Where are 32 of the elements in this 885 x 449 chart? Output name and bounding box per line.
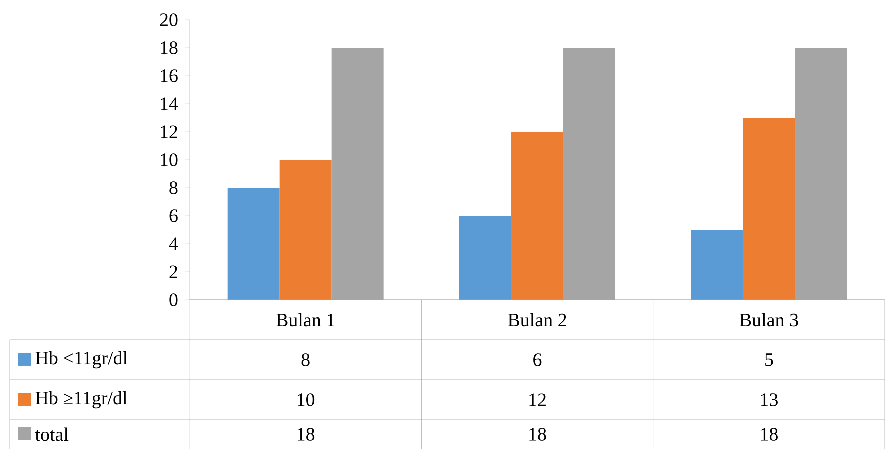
y-tick-label: 0 xyxy=(170,294,178,306)
data-label: 18 xyxy=(530,428,546,441)
x-tick-label: Bulan 3 xyxy=(740,313,798,327)
y-tick-label: 16 xyxy=(161,70,178,82)
y-tick-label: 6 xyxy=(170,210,178,222)
y-tick-label: 20 xyxy=(160,14,178,26)
legend-label: total xyxy=(35,428,69,442)
y-tick-label: 2 xyxy=(170,266,178,278)
y-tick-label: 4 xyxy=(169,238,178,250)
data-label: 12 xyxy=(530,394,546,406)
data-label: 13 xyxy=(761,394,778,406)
bar xyxy=(460,216,512,300)
data-label: 6 xyxy=(534,354,542,366)
legend-label: Hb ≥11gr/dl xyxy=(36,391,128,409)
y-tick-label: 8 xyxy=(170,182,178,194)
y-tick-label: 10 xyxy=(161,154,178,166)
bar xyxy=(691,230,744,300)
bar xyxy=(743,118,796,300)
data-label: 5 xyxy=(766,354,774,366)
bar xyxy=(512,132,564,300)
y-tick-label: 14 xyxy=(161,98,178,110)
y-tick-label: 18 xyxy=(161,42,178,54)
y-tick-label: 12 xyxy=(161,126,178,138)
bar xyxy=(280,160,332,300)
bar xyxy=(228,188,280,300)
legend-label: Hb <11gr/dl xyxy=(36,351,128,369)
data-label: 10 xyxy=(298,394,315,406)
data-label: 18 xyxy=(298,428,315,441)
data-label: 8 xyxy=(302,354,310,366)
data-label: 18 xyxy=(761,428,778,441)
x-tick-label: Bulan 2 xyxy=(508,313,566,327)
x-tick-label: Bulan 1 xyxy=(276,313,334,327)
